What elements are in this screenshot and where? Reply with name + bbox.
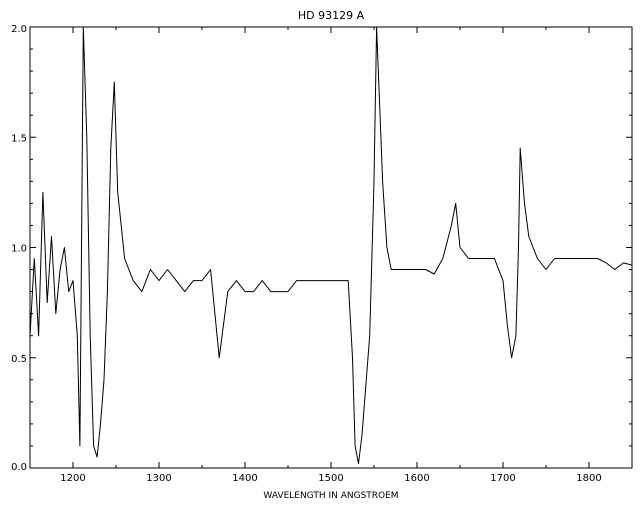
spectrum-layer: [29, 26, 633, 465]
x-axis-title: WAVELENGTH IN ANGSTROEM: [263, 491, 398, 501]
x-axis-ticks: 1200 1300 1400 1500 1600 1700 1800: [60, 27, 602, 484]
chart-title: HD 93129 A: [298, 9, 365, 22]
y-tick-label: 0.0: [11, 462, 27, 473]
x-tick-label: 1700: [490, 473, 515, 484]
y-tick-label: 0.5: [11, 354, 27, 365]
plot-frame: [29, 26, 633, 469]
y-tick-label: 1.0: [11, 244, 27, 255]
x-tick-label: 1600: [404, 473, 429, 484]
y-tick-label: 1.5: [11, 133, 27, 144]
x-tick-label: 1300: [146, 473, 171, 484]
spectrum-series-line: [29, 26, 633, 465]
x-tick-label: 1200: [60, 473, 85, 484]
x-tick-label: 1400: [232, 473, 257, 484]
y-axis-ticks: 0.0 0.5 1.0 1.5 2.0: [11, 24, 632, 473]
x-tick-label: 1800: [576, 473, 601, 484]
y-tick-label: 2.0: [11, 24, 27, 35]
x-tick-label: 1500: [318, 473, 343, 484]
